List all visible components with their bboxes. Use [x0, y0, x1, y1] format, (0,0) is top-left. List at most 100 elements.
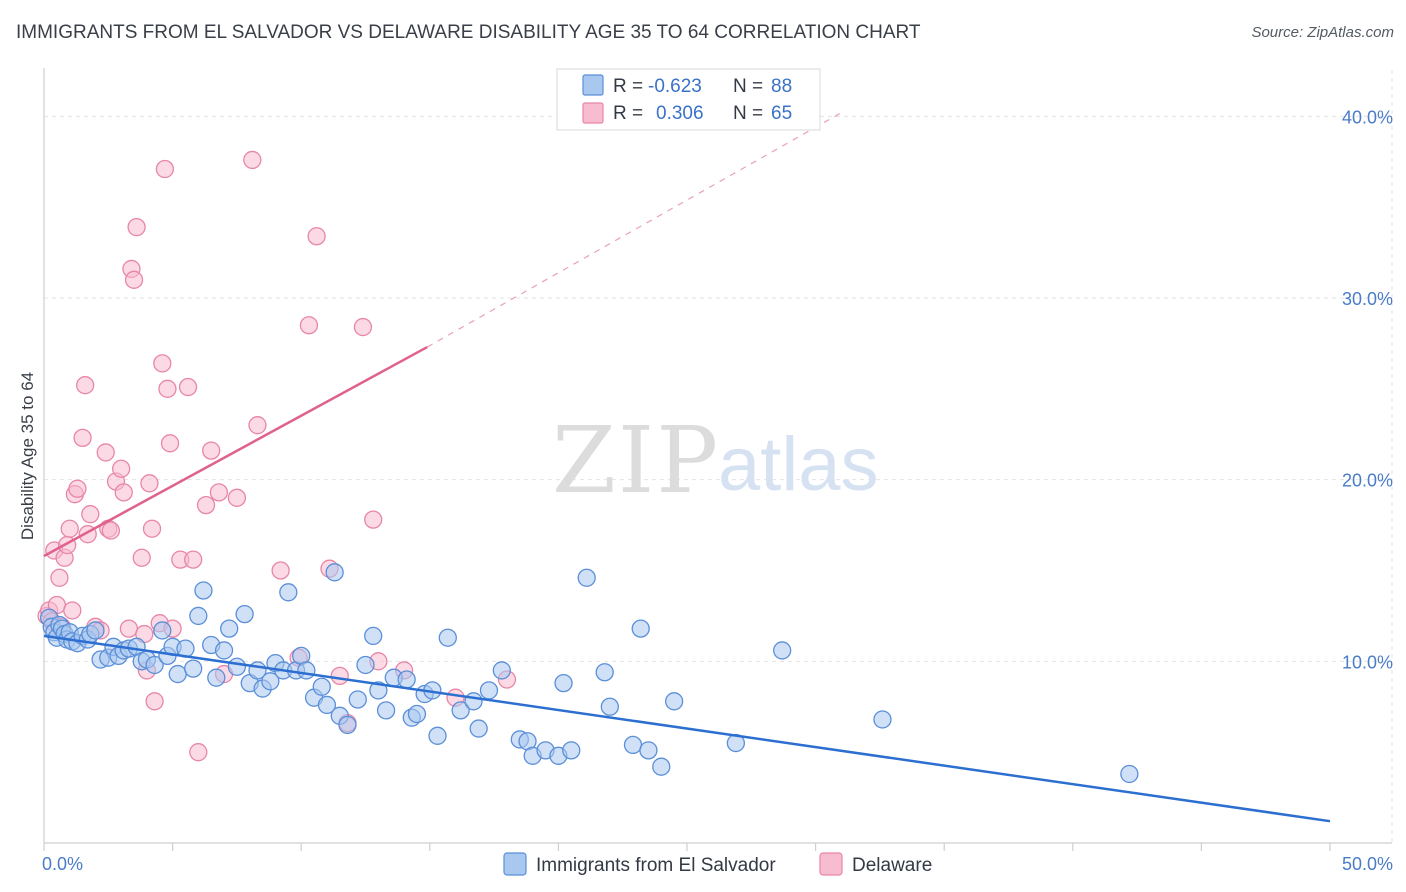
el-salvador-point-57 [364, 626, 383, 646]
el-salvador-point-51 [317, 695, 337, 715]
delaware-point-49 [227, 488, 247, 507]
delaware-point-10 [63, 601, 82, 620]
delaware-point-9 [60, 519, 79, 538]
delaware-point-52 [271, 561, 290, 580]
el-salvador-point-30 [184, 659, 203, 678]
x-tick-label-1: 50.0% [1342, 854, 1393, 874]
legend-n-value-pink: 65 [771, 103, 792, 124]
el-salvador-point-80 [577, 568, 596, 587]
delaware-point-44 [189, 743, 208, 762]
el-salvador-point-67 [438, 628, 457, 647]
el-salvador-point-25 [153, 621, 172, 640]
correlation-legend: R = -0.623 N = 88 R = 0.306 N = 65 [556, 68, 821, 131]
legend-n-value-blue: 88 [771, 76, 792, 97]
el-salvador-point-24 [145, 655, 164, 675]
el-salvador-point-31 [189, 606, 208, 626]
delaware-point-43 [184, 550, 203, 569]
delaware-point-36 [153, 354, 172, 373]
delaware-point-60 [364, 510, 383, 529]
el-salvador-point-32 [194, 581, 213, 600]
delaware-point-38 [158, 379, 177, 398]
bottom-legend-label-blue: Immigrants from El Salvador [536, 855, 776, 876]
y-tick-label-0: 10.0% [1342, 652, 1393, 672]
legend-n-label-pink: N = [733, 103, 763, 124]
el-salvador-point-81 [595, 663, 614, 682]
delaware-point-5 [50, 568, 69, 587]
series-legend: Immigrants from El Salvador Delaware [503, 852, 932, 876]
el-salvador-point-79 [562, 741, 581, 760]
el-salvador-point-69 [464, 692, 483, 711]
y-tick-labels: 10.0% 20.0% 30.0% 40.0% [1342, 107, 1393, 672]
trend-lines [43, 112, 1331, 823]
el-salvador-point-66 [428, 726, 447, 745]
el-salvador-point-68 [451, 701, 470, 720]
delaware-point-13 [73, 428, 92, 448]
el-salvador-point-91 [1120, 764, 1139, 784]
delaware-point-47 [209, 483, 229, 502]
legend-r-label-blue: R = [613, 76, 643, 97]
chart-title: IMMIGRANTS FROM EL SALVADOR VS DELAWARE … [16, 22, 921, 43]
el-salvador-point-85 [639, 741, 658, 760]
delaware-point-42 [178, 377, 198, 397]
delaware-point-54 [299, 316, 319, 335]
delaware-point-28 [127, 217, 146, 237]
delaware-point-45 [196, 495, 216, 515]
el-salvador-point-72 [492, 661, 511, 680]
delaware-point-37 [155, 159, 175, 179]
delaware-point-19 [96, 443, 115, 462]
el-salvador-point-52 [325, 563, 344, 582]
delaware-point-51 [248, 416, 267, 435]
el-salvador-point-89 [773, 641, 792, 660]
el-salvador-point-48 [297, 661, 316, 680]
bottom-legend-swatch-pink [819, 852, 843, 876]
delaware-point-50 [243, 150, 262, 170]
legend-r-label-pink: R = [613, 103, 643, 124]
el-salvador-point-58 [369, 681, 388, 700]
el-salvador-point-70 [469, 719, 488, 738]
el-salvador-point-84 [631, 619, 650, 638]
bottom-legend-swatch-blue [503, 852, 527, 876]
el-salvador-points [39, 563, 1139, 784]
el-salvador-point-82 [600, 697, 619, 716]
delaware-point-23 [112, 459, 131, 478]
el-salvador-point-59 [376, 701, 396, 720]
delaware-point-16 [81, 505, 100, 524]
el-salvador-point-87 [664, 692, 684, 711]
watermark-atlas: atlas [718, 422, 879, 507]
legend-swatch-pink [582, 102, 604, 124]
el-salvador-point-50 [312, 677, 331, 696]
y-tick-label-1: 20.0% [1342, 471, 1393, 491]
el-salvador-point-36 [220, 619, 239, 638]
delaware-point-32 [140, 474, 159, 493]
delaware-trend-line [43, 345, 428, 558]
el-salvador-point-55 [348, 690, 367, 709]
delaware-point-59 [353, 317, 373, 337]
el-salvador-point-34 [207, 668, 226, 687]
el-salvador-point-54 [338, 715, 357, 735]
source-credit: Source: ZipAtlas.com [1251, 24, 1394, 41]
grid-lines [44, 70, 1393, 843]
delaware-point-21 [101, 521, 121, 540]
el-salvador-point-86 [652, 757, 671, 776]
y-tick-label-2: 30.0% [1342, 289, 1393, 309]
el-salvador-point-56 [356, 655, 375, 675]
x-tick-labels: 0.0% 50.0% [42, 854, 1393, 874]
bottom-legend-label-pink: Delaware [852, 855, 932, 876]
y-tick-label-3: 40.0% [1342, 107, 1393, 127]
legend-n-label-blue: N = [733, 76, 763, 97]
el-salvador-point-71 [479, 681, 499, 700]
el-salvador-point-14 [86, 621, 105, 640]
delaware-point-12 [68, 479, 87, 498]
el-salvador-point-90 [873, 710, 892, 729]
delaware-point-34 [145, 692, 164, 711]
el-salvador-point-35 [214, 641, 234, 660]
el-salvador-point-63 [407, 704, 427, 724]
delaware-point-46 [202, 441, 221, 460]
legend-r-value-pink: 0.306 [656, 103, 704, 124]
delaware-point-39 [160, 434, 180, 453]
delaware-point-57 [330, 666, 349, 686]
legend-swatch-blue [582, 74, 604, 96]
axes [43, 68, 1392, 851]
delaware-point-29 [132, 548, 151, 567]
el-salvador-point-37 [227, 657, 247, 676]
